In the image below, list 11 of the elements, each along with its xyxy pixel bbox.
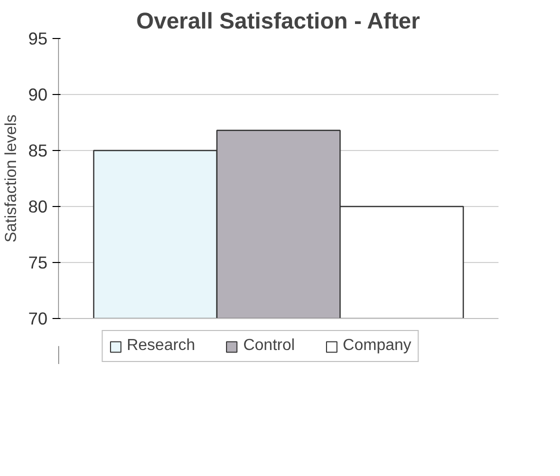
y-tick-label: 80	[28, 196, 48, 216]
y-axis-title: Satisfaction levels	[3, 114, 20, 243]
legend-label: Control	[243, 337, 295, 355]
y-tick-label: 70	[28, 308, 48, 328]
chart-title: Overall Satisfaction - After	[136, 8, 420, 34]
legend-label: Research	[126, 337, 196, 355]
y-tick-label: 90	[28, 84, 48, 104]
y-tick-label: 75	[28, 252, 48, 272]
legend-label: Company	[342, 337, 412, 355]
y-tick-label: 95	[28, 28, 48, 48]
y-tick-label: 85	[28, 140, 48, 160]
